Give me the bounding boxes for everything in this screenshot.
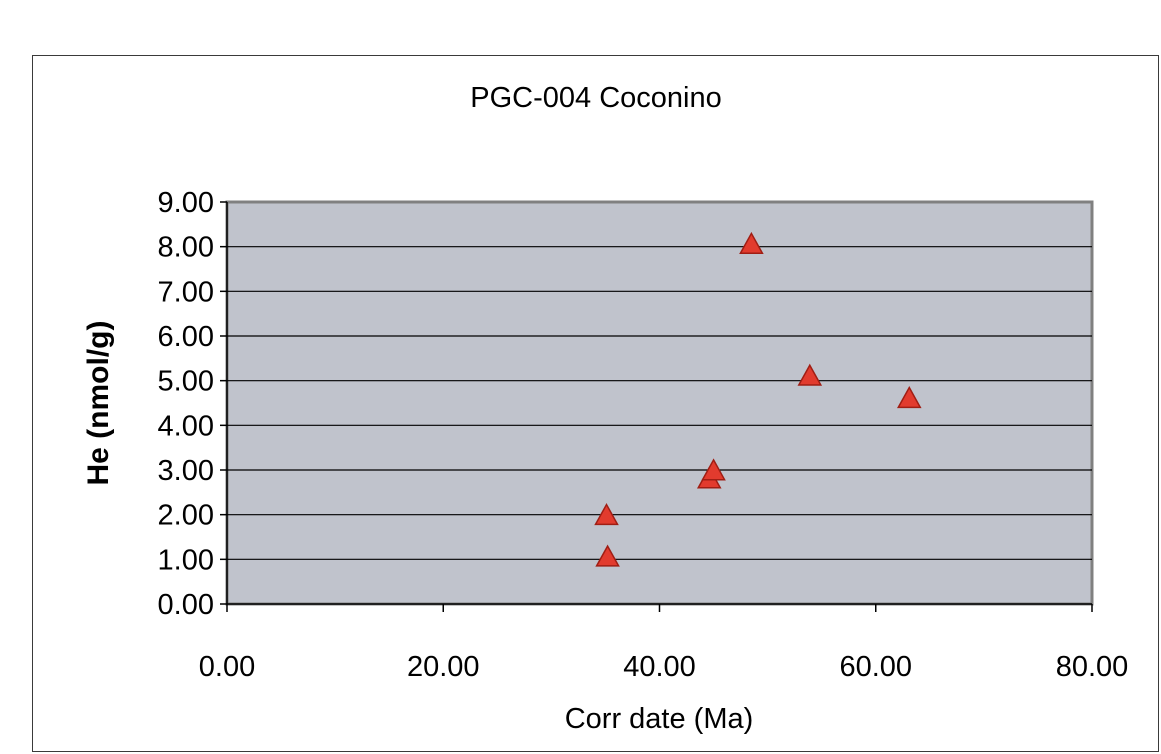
data-points: [594, 231, 922, 567]
y-tick-label-1: 1.00: [158, 544, 214, 576]
y-tick-label-2: 2.00: [158, 500, 214, 532]
data-point-5: [797, 363, 823, 386]
y-tick-label-9: 9.00: [158, 187, 214, 219]
y-tick-label-4: 4.00: [158, 410, 214, 442]
y-tick-label-7: 7.00: [158, 276, 214, 308]
x-tick-label-3: 60.00: [839, 651, 912, 683]
data-point-1: [594, 503, 619, 526]
data-point-3: [701, 458, 726, 481]
plot-area: [225, 200, 1094, 606]
x-tick-label-1: 20.00: [407, 651, 480, 683]
x-tick-labels: 0.00 20.00 40.00 60.00 80.00: [199, 651, 1129, 683]
chart-title: PGC-004 Coconino: [470, 82, 721, 114]
data-point-6: [896, 385, 922, 409]
y-tick-labels: 0.00 1.00 2.00 3.00 4.00 5.00 6.00 7.00 8.00 9.00: [158, 187, 214, 621]
data-point-4: [739, 231, 764, 254]
y-axis-label: He (nmol/g): [82, 321, 115, 486]
gridlines: [227, 246, 1092, 560]
y-tick-label-3: 3.00: [158, 455, 214, 487]
axes: [220, 201, 1093, 612]
y-tick-label-0: 0.00: [158, 589, 214, 621]
data-point-0: [595, 544, 620, 567]
x-tick-label-0: 0.00: [199, 651, 255, 683]
x-tick-label-4: 80.00: [1056, 651, 1129, 683]
x-axis-label: Corr date (Ma): [565, 703, 754, 735]
x-tick-label-2: 40.00: [623, 651, 696, 683]
y-tick-label-5: 5.00: [158, 366, 214, 398]
y-tick-label-8: 8.00: [158, 232, 214, 264]
y-tick-label-6: 6.00: [158, 321, 214, 353]
